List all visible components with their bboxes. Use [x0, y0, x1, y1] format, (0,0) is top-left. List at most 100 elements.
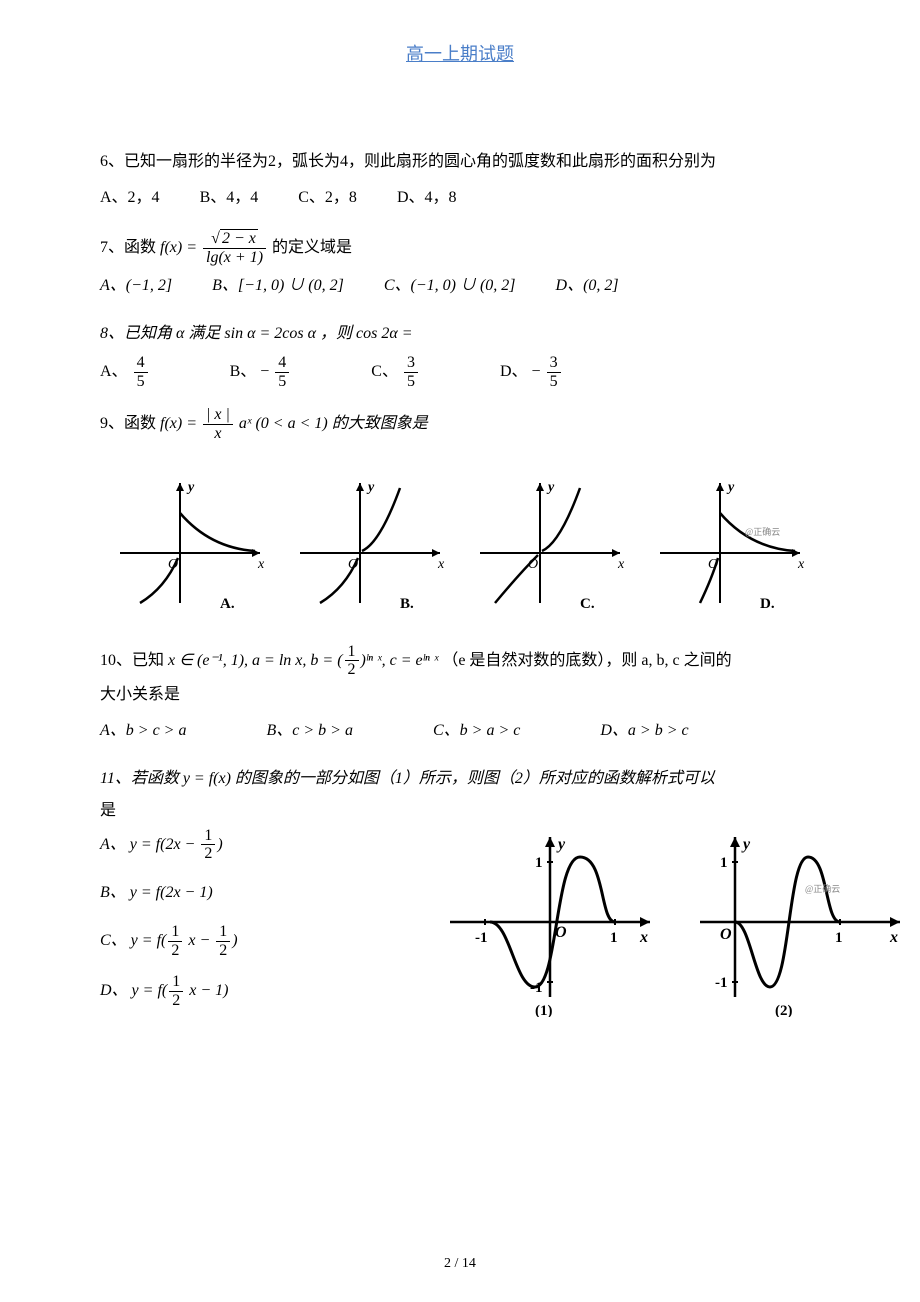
svg-text:(2): (2) [775, 1003, 793, 1017]
q8-d-num: 3 [547, 354, 561, 373]
q11-graphs: O x y 1 -1 -1 1 (1) [440, 827, 910, 1029]
q11-figure-2: O x y 1 -1 1 @正确云 (2) [690, 827, 910, 1029]
question-8: 8、已知角 α 满足 sin α = 2cos α ，则 cos 2α = A、… [100, 318, 820, 390]
q8-b-den: 5 [275, 373, 289, 391]
svg-text:y: y [546, 480, 555, 495]
q11-figure-1: O x y 1 -1 -1 1 (1) [440, 827, 660, 1029]
q8-text: 8、已知角 α 满足 sin α = 2cos α ，则 cos 2α = [100, 318, 820, 350]
question-10: 10、已知 x ∈ (e⁻¹, 1), a = ln x, b = (12)ˡⁿ… [100, 643, 820, 747]
q11-a-den: 2 [201, 845, 215, 863]
q9-mid: aˣ (0 < a < 1) 的大致图象是 [239, 415, 428, 432]
svg-text:x: x [617, 557, 625, 572]
svg-text:-1: -1 [475, 930, 488, 946]
page-header: 高一上期试题 [100, 40, 820, 66]
q10-line2: 大小关系是 [100, 679, 820, 711]
q11-c-pre: C、 y = f( [100, 932, 166, 949]
svg-text:1: 1 [835, 930, 843, 946]
question-11: 11、若函数 y = f(x) 的图象的一部分如图（1）所示，则图（2）所对应的… [100, 763, 820, 1029]
q9-graph-c: O x y C. [470, 473, 630, 613]
svg-text:O: O [528, 557, 538, 572]
question-6: 6、已知一扇形的半径为2，弧长为4，则此扇形的圆心角的弧度数和此扇形的面积分别为… [100, 146, 820, 214]
q7-numerator: 2 − x [220, 229, 258, 247]
q11-d-pre: D、 y = f( [100, 982, 167, 999]
svg-text:B.: B. [400, 596, 414, 612]
q9-fx: f(x) = [160, 415, 201, 432]
q11-a-pre: A、 y = f(2x − [100, 836, 199, 853]
svg-text:D.: D. [760, 596, 775, 612]
q8-d-neg: − [532, 363, 541, 380]
q7-fraction: √2 − x lg(x + 1) [203, 230, 266, 266]
q9-num: | x | [203, 406, 233, 425]
svg-text:x: x [437, 557, 445, 572]
q8-d-den: 5 [547, 373, 561, 391]
q11-text: 11、若函数 y = f(x) 的图象的一部分如图（1）所示，则图（2）所对应的… [100, 763, 820, 795]
q7-opt-b: B、[−1, 0) ∪ (0, 2] [212, 270, 344, 302]
question-9: 9、函数 f(x) = | x |x aˣ (0 < a < 1) 的大致图象是 [100, 406, 820, 442]
svg-text:y: y [726, 480, 735, 495]
q10-suffix: （e 是自然对数的底数），则 a, b, c 之间的 [442, 651, 731, 668]
svg-text:O: O [555, 924, 567, 941]
q9-graphs: O x y A. O x y B. O x [100, 473, 820, 613]
q7-denominator: lg(x + 1) [203, 249, 266, 267]
q8-opt-b-label: B、 [230, 363, 257, 380]
svg-text:(1): (1) [535, 1003, 553, 1017]
q6-text: 6、已知一扇形的半径为2，弧长为4，则此扇形的圆心角的弧度数和此扇形的面积分别为 [100, 146, 820, 178]
q8-c-num: 3 [404, 354, 418, 373]
question-7: 7、函数 f(x) = √2 − x lg(x + 1) 的定义域是 A、(−1… [100, 230, 820, 302]
svg-text:y: y [741, 836, 751, 853]
q7-text: 7、函数 f(x) = √2 − x lg(x + 1) 的定义域是 [100, 230, 820, 266]
q10-opt-d: D、a > b > c [600, 715, 688, 747]
q10-expr: x ∈ (e⁻¹, 1), a = ln x, b = ( [168, 651, 343, 668]
svg-text:-1: -1 [715, 975, 728, 991]
q6-opt-a: A、2，4 [100, 182, 160, 214]
q8-opt-a: A、 45 [100, 354, 150, 390]
q8-a-num: 4 [134, 354, 148, 373]
q11-opt-c: C、 y = f(12 x − 12) [100, 923, 270, 959]
svg-text:O: O [348, 557, 358, 572]
svg-text:A.: A. [220, 596, 235, 612]
q10-half-den: 2 [345, 661, 359, 679]
q7-fx: f(x) = [160, 239, 201, 256]
q8-opt-c: C、 35 [371, 354, 420, 390]
q9-graph-a: O x y A. [110, 473, 270, 613]
q11-d-post: x − 1) [185, 982, 228, 999]
q11-a-post: ) [217, 836, 222, 853]
q11-opt-d: D、 y = f(12 x − 1) [100, 973, 270, 1009]
svg-text:y: y [556, 836, 566, 853]
q8-opt-a-label: A、 [100, 363, 128, 380]
q11-c-den1: 2 [168, 942, 182, 960]
q8-c-den: 5 [404, 373, 418, 391]
svg-text:x: x [889, 929, 898, 946]
q10-prefix: 10、已知 [100, 651, 168, 668]
q10-half-num: 1 [345, 643, 359, 662]
q11-c-post: ) [232, 932, 237, 949]
q7-prefix: 7、函数 [100, 239, 160, 256]
svg-text:@正确云: @正确云 [805, 883, 840, 894]
q6-opt-b: B、4，4 [200, 182, 259, 214]
q11-c-mid: x − [184, 932, 214, 949]
q11-c-num2: 1 [216, 923, 230, 942]
q9-graph-d: O x y @正确云 D. [650, 473, 810, 613]
svg-text:y: y [366, 480, 375, 495]
q11-c-den2: 2 [216, 942, 230, 960]
page-number: 2 / 14 [0, 1256, 920, 1272]
q9-text: 9、函数 f(x) = | x |x aˣ (0 < a < 1) 的大致图象是 [100, 406, 820, 442]
q9-den: x [203, 425, 233, 443]
q10-expr2: )ˡⁿ ˣ, c = eˡⁿ ˣ [361, 651, 439, 668]
q7-opt-a: A、(−1, 2] [100, 270, 172, 302]
svg-text:x: x [639, 929, 648, 946]
q9-prefix: 9、函数 [100, 415, 160, 432]
q10-text: 10、已知 x ∈ (e⁻¹, 1), a = ln x, b = (12)ˡⁿ… [100, 643, 820, 679]
q10-opt-a: A、b > c > a [100, 715, 186, 747]
q6-opt-d: D、4，8 [397, 182, 457, 214]
q11-c-num1: 1 [168, 923, 182, 942]
svg-text:-1: -1 [530, 980, 543, 996]
q7-opt-d: D、(0, 2] [556, 270, 619, 302]
q11-d-den: 2 [169, 992, 183, 1010]
svg-text:C.: C. [580, 596, 595, 612]
q11-a-num: 1 [201, 827, 215, 846]
svg-text:1: 1 [535, 855, 543, 871]
q9-graph-b: O x y B. [290, 473, 450, 613]
q11-opt-a: A、 y = f(2x − 12) [100, 827, 270, 863]
svg-text:x: x [257, 557, 265, 572]
